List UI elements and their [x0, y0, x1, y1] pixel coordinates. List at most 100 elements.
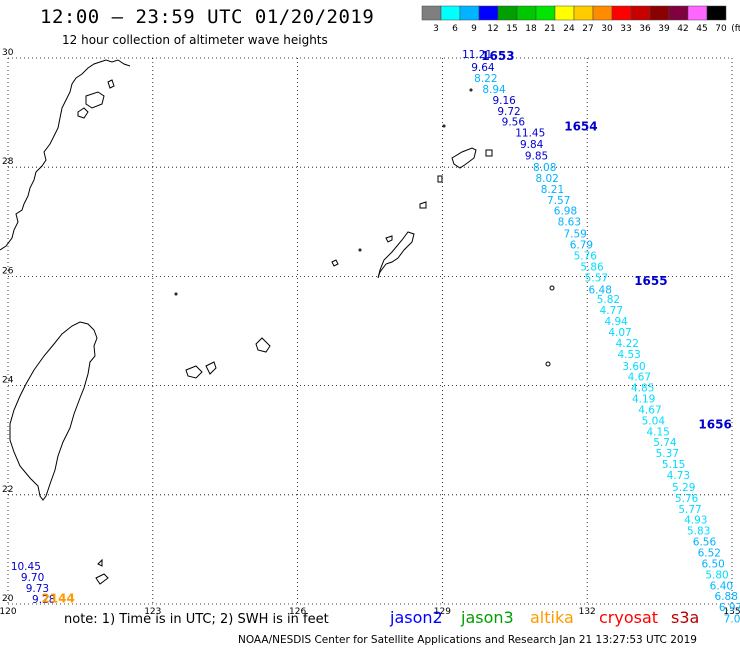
map-title: 12:00 – 23:59 UTC 01/20/2019	[40, 6, 375, 28]
legend-swatch	[497, 5, 518, 21]
legend-label: 21	[544, 24, 555, 34]
wave-height-value: 4.67	[638, 404, 661, 416]
wave-height-value: 4.53	[617, 349, 640, 361]
wave-height-value: 6.79	[570, 240, 593, 252]
legend-swatch	[706, 5, 727, 21]
satellite-jason3: jason3	[461, 608, 514, 627]
wave-height-value: 9.64	[471, 62, 495, 74]
wave-height-value: 8.22	[474, 73, 497, 85]
coast-islet	[85, 91, 105, 109]
legend-swatch	[535, 5, 556, 21]
wave-height-value: 5.04	[642, 415, 666, 427]
legend-unit: (ft)	[731, 24, 740, 34]
wave-height-value: 9.85	[525, 151, 548, 163]
islet	[545, 361, 551, 367]
wave-height-value: 7.59	[563, 229, 586, 241]
lon-tick-label: 123	[144, 607, 161, 617]
wave-height-value: 11.45	[515, 128, 545, 140]
islet	[469, 88, 473, 92]
coast-islet	[107, 79, 115, 89]
lon-tick-label: 135	[723, 607, 740, 617]
wave-height-value: 4.22	[616, 338, 639, 350]
lon-tick-label: 126	[289, 607, 306, 617]
pass-number: 1656	[698, 418, 731, 432]
lon-tick-label: 129	[434, 607, 451, 617]
wave-height-value: 8.21	[541, 184, 564, 196]
satellite-s3a: s3a	[671, 608, 700, 627]
legend-label: 36	[639, 24, 651, 34]
legend-label: 12	[487, 24, 498, 34]
wave-height-value: 5.76	[574, 250, 598, 262]
wave-height-value: 5.83	[687, 526, 710, 538]
china-coast	[0, 59, 131, 251]
wave-height-value: 4.85	[631, 383, 654, 395]
satellite-jason2: jason2	[390, 608, 443, 627]
lat-tick-label: 28	[2, 157, 14, 167]
wave-height-value: 8.94	[482, 84, 506, 96]
legend-label: 42	[677, 24, 688, 34]
amami-islet	[419, 201, 427, 209]
pass-number: 1653	[481, 49, 514, 63]
islet	[549, 285, 555, 291]
lat-tick-label: 20	[2, 594, 14, 604]
wave-height-value: 7.57	[547, 195, 570, 207]
coastline	[0, 59, 555, 585]
islet	[174, 292, 178, 296]
wave-height-value: 5.77	[678, 504, 701, 516]
pass-number: 1655	[634, 274, 667, 288]
legend-swatch	[478, 5, 499, 21]
wave-height-value: 4.94	[604, 316, 628, 328]
legend-label: 70	[715, 24, 727, 34]
wave-height-value: 5.37	[656, 448, 679, 460]
wave-height-value: 10.45	[11, 561, 41, 573]
wave-height-value: 5.74	[653, 437, 677, 449]
legend-swatch	[668, 5, 689, 21]
wave-height-value: 9.70	[21, 572, 44, 584]
legend-swatch	[459, 5, 480, 21]
wave-height-value: 6.98	[554, 206, 577, 218]
wave-height-value: 4.15	[646, 426, 669, 438]
wave-height-value: 6.97	[719, 602, 740, 614]
wave-height-value: 6.52	[698, 547, 721, 559]
lat-lon-grid: 120 123 126 129 132 135 30 28 26 24 22 20	[0, 48, 740, 617]
taiwan-outline	[9, 321, 98, 501]
islet	[442, 124, 446, 128]
wave-height-value: 8.02	[535, 173, 558, 185]
amami-islet	[437, 175, 443, 183]
legend-swatch	[440, 5, 461, 21]
wave-height-value: 8.63	[558, 217, 581, 229]
pass-number: 2144	[41, 591, 74, 605]
wave-height-value: 4.93	[684, 515, 707, 527]
altimeter-tracks: 11.219.648.228.949.169.729.5611.459.849.…	[11, 49, 740, 626]
legend-label: 30	[601, 24, 613, 34]
lat-tick-label: 30	[2, 48, 14, 58]
wave-height-value: 9.73	[26, 583, 49, 595]
wave-height-value: 9.28	[32, 594, 55, 606]
legend-swatch	[687, 5, 708, 21]
amami-islet	[485, 149, 493, 157]
wave-height-value: 5.86	[580, 261, 604, 273]
wave-height-value: 7.03	[724, 614, 740, 626]
legend-swatch	[630, 5, 651, 21]
wave-height-value: 9.56	[502, 117, 526, 129]
coast-islet	[77, 107, 89, 119]
wave-height-value: 4.67	[628, 372, 651, 384]
wave-height-value: 3.60	[622, 361, 645, 373]
iriomote	[185, 365, 203, 379]
wave-height-value: 9.72	[497, 106, 520, 118]
wave-height-value: 4.07	[608, 327, 631, 339]
legend-label: 27	[582, 24, 593, 34]
wave-height-value: 9.16	[492, 95, 516, 107]
wave-height-value: 6.48	[589, 284, 612, 296]
wave-height-value: 4.73	[667, 470, 690, 482]
legend-swatch	[611, 5, 632, 21]
legend-label: 39	[658, 24, 670, 34]
legend-label: 3	[433, 24, 439, 34]
wave-height-value: 5.80	[705, 569, 728, 581]
wave-height-value: 5.57	[585, 272, 608, 284]
legend-swatch	[516, 5, 537, 21]
legend-label: 15	[506, 24, 517, 34]
wave-height-value: 9.84	[520, 139, 544, 151]
lon-tick-label: 132	[579, 607, 596, 617]
